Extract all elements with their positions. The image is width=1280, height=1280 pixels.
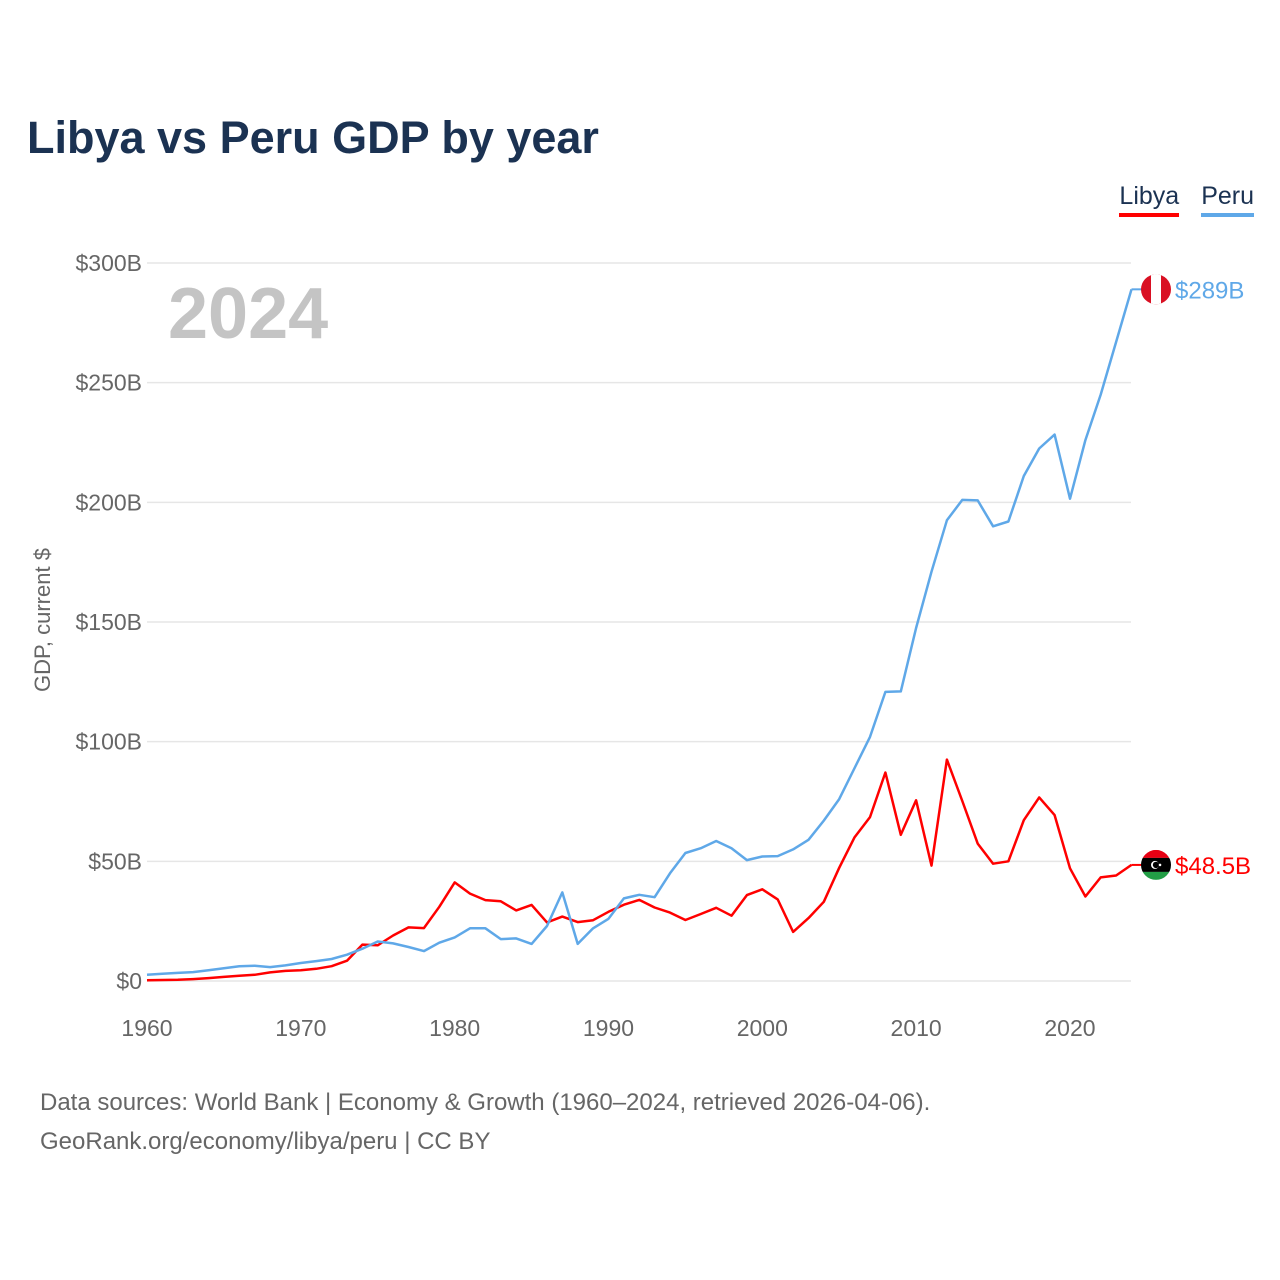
y-tick-label: $0: [116, 968, 142, 994]
x-tick-label: 2020: [1044, 1015, 1095, 1041]
legend-item-peru[interactable]: Peru: [1201, 182, 1254, 217]
y-tick-label: $200B: [75, 489, 142, 515]
y-tick-label: $150B: [75, 609, 142, 635]
peru-flag-icon: [1141, 274, 1171, 305]
x-tick-label: 2010: [891, 1015, 942, 1041]
libya-flag-icon: [1141, 849, 1171, 880]
x-tick-label: 1990: [583, 1015, 634, 1041]
y-tick-label: $50B: [88, 848, 142, 874]
year-watermark: 2024: [168, 274, 328, 354]
legend-item-libya[interactable]: Libya: [1119, 182, 1180, 217]
y-tick-label: $250B: [75, 370, 142, 396]
end-value-label-peru: $289B: [1175, 277, 1244, 304]
chart-title: Libya vs Peru GDP by year: [27, 112, 599, 163]
x-tick-label: 1960: [121, 1015, 172, 1041]
source-line-2[interactable]: GeoRank.org/economy/libya/peru | CC BY: [40, 1128, 491, 1155]
y-tick-label: $300B: [75, 250, 142, 276]
y-tick-label: $100B: [75, 729, 142, 755]
y-axis-label: GDP, current $: [30, 548, 55, 692]
end-value-label-libya: $48.5B: [1175, 853, 1251, 880]
source-note: Data sources: World Bank | Economy & Gro…: [40, 1083, 930, 1161]
x-tick-label: 1970: [275, 1015, 326, 1041]
series-line-libya[interactable]: [146, 758, 1133, 982]
series-line-peru[interactable]: [146, 288, 1133, 977]
legend: Libya Peru: [1119, 182, 1254, 217]
x-tick-label: 2000: [737, 1015, 788, 1041]
source-line-1: Data sources: World Bank | Economy & Gro…: [40, 1089, 931, 1116]
x-tick-label: 1980: [429, 1015, 480, 1041]
